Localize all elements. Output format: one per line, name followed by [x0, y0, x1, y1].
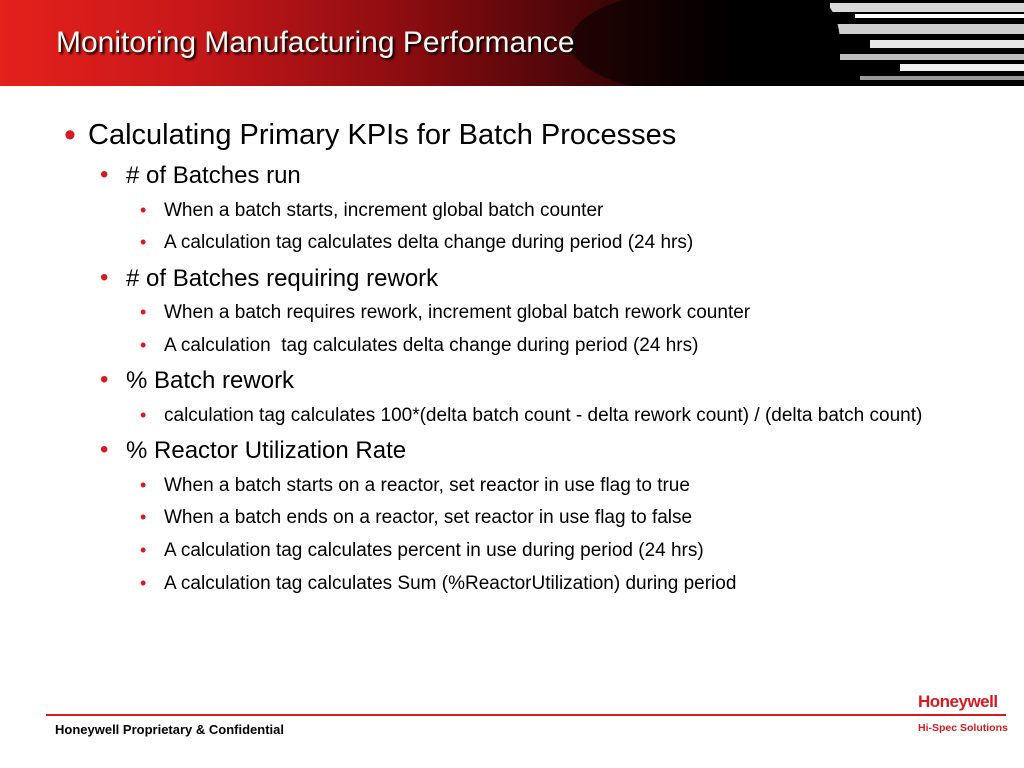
- brand-subtitle: Hi-Spec Solutions: [918, 722, 1008, 734]
- kpi-item: • # of Batches requiring rework: [100, 264, 986, 293]
- footer-confidential: Honeywell Proprietary & Confidential: [55, 722, 284, 737]
- bullet-dot-icon: •: [64, 116, 76, 154]
- kpi-detail: • When a batch starts on a reactor, set …: [140, 473, 954, 499]
- section-heading: Calculating Primary KPIs for Batch Proce…: [88, 119, 677, 151]
- bullet-dot-icon: •: [140, 539, 147, 560]
- slide-content: • Calculating Primary KPIs for Batch Pro…: [0, 110, 1024, 596]
- bullet-dot-icon: •: [140, 232, 147, 253]
- kpi-detail: • A calculation tag calculates Sum (%Rea…: [140, 571, 954, 597]
- bullet-dot-icon: •: [140, 199, 147, 220]
- bullet-dot-icon: •: [140, 302, 147, 323]
- kpi-item: • % Batch rework: [100, 366, 986, 395]
- title-banner: Monitoring Manufacturing Performance: [0, 0, 1024, 86]
- bullet-dot-icon: •: [100, 263, 109, 291]
- bullet-dot-icon: •: [140, 334, 147, 355]
- kpi-detail-text: When a batch starts on a reactor, set re…: [164, 474, 690, 496]
- kpi-detail: • A calculation tag calculates percent i…: [140, 538, 954, 564]
- kpi-detail: • When a batch ends on a reactor, set re…: [140, 505, 954, 531]
- kpi-detail: • calculation tag calculates 100*(delta …: [140, 403, 954, 429]
- kpi-detail-text: When a batch requires rework, increment …: [164, 302, 751, 324]
- page-title: Monitoring Manufacturing Performance: [56, 26, 575, 59]
- kpi-label: % Reactor Utilization Rate: [126, 437, 407, 465]
- kpi-detail: • When a batch starts, increment global …: [140, 198, 954, 224]
- banner-decoration: [570, 0, 1024, 86]
- kpi-label: # of Batches requiring rework: [126, 264, 439, 292]
- kpi-detail-text: A calculation tag calculates delta chang…: [164, 232, 694, 254]
- bullet-dot-icon: •: [140, 507, 147, 528]
- footer-divider: [46, 714, 1006, 716]
- bullet-dot-icon: •: [140, 572, 147, 593]
- bullet-dot-icon: •: [100, 366, 109, 394]
- kpi-item: • % Reactor Utilization Rate: [100, 436, 986, 465]
- kpi-detail-text: When a batch starts, increment global ba…: [164, 199, 604, 221]
- bullet-dot-icon: •: [140, 474, 147, 495]
- kpi-detail: • A calculation tag calculates delta cha…: [140, 333, 954, 359]
- bullet-dot-icon: •: [100, 436, 109, 464]
- kpi-label: # of Batches run: [126, 162, 301, 190]
- bullet-level1: • Calculating Primary KPIs for Batch Pro…: [64, 116, 988, 154]
- kpi-detail-text: A calculation tag calculates delta chang…: [164, 334, 699, 356]
- kpi-label: % Batch rework: [126, 367, 295, 395]
- kpi-item: • # of Batches run: [100, 161, 986, 190]
- honeywell-logo: Honeywell: [918, 692, 998, 711]
- kpi-detail-text: calculation tag calculates 100*(delta ba…: [164, 404, 923, 426]
- bullet-dot-icon: •: [100, 161, 109, 189]
- kpi-detail-text: A calculation tag calculates Sum (%React…: [164, 572, 737, 594]
- kpi-detail-text: When a batch ends on a reactor, set reac…: [164, 507, 693, 529]
- kpi-detail: • When a batch requires rework, incremen…: [140, 300, 954, 326]
- bullet-dot-icon: •: [140, 404, 147, 425]
- kpi-detail-text: A calculation tag calculates percent in …: [164, 539, 704, 561]
- kpi-detail: • A calculation tag calculates delta cha…: [140, 230, 954, 256]
